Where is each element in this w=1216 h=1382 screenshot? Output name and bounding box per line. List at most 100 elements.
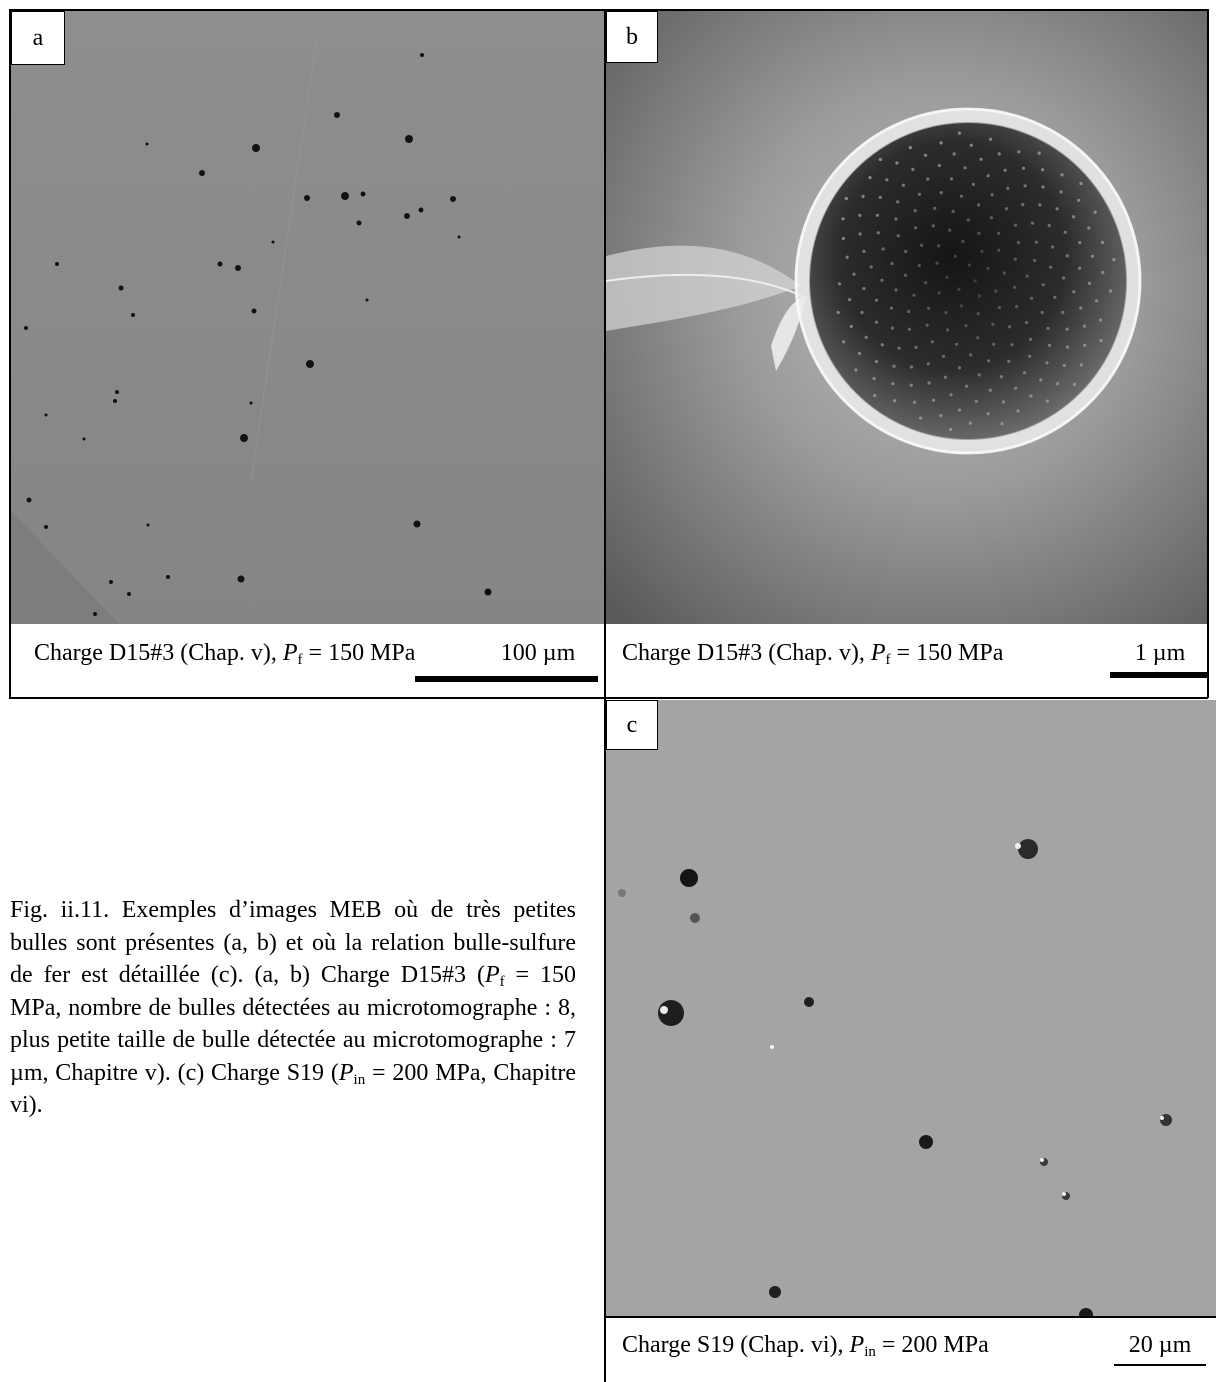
pore [1051, 245, 1055, 249]
pore [1072, 290, 1076, 294]
pore [1030, 296, 1034, 300]
pore [690, 913, 700, 923]
pore [413, 520, 421, 528]
scale-label-a: 100 µm [500, 640, 576, 666]
pore [964, 384, 969, 388]
pore [914, 345, 918, 349]
figure-caption: Fig. ii.11. Exemples d’images MEB où de … [10, 897, 576, 1118]
pore [304, 195, 310, 201]
pore [939, 191, 943, 195]
sem-micrograph-c [606, 700, 1216, 1316]
pore [1065, 254, 1069, 258]
pore [1079, 363, 1083, 367]
pore [1039, 378, 1043, 382]
pore [1101, 270, 1105, 275]
pore [1017, 150, 1021, 154]
pore [967, 263, 971, 267]
pore [769, 1286, 781, 1298]
pore [927, 306, 931, 310]
pore [989, 216, 994, 220]
pore [949, 177, 954, 181]
pore [948, 228, 952, 232]
pore [1065, 345, 1070, 349]
pore [957, 287, 961, 291]
pore [1087, 226, 1091, 230]
pore [1013, 223, 1018, 227]
pore [977, 373, 981, 377]
pore [1049, 265, 1053, 269]
pore [893, 399, 897, 403]
pore [949, 393, 953, 397]
pore [880, 343, 884, 347]
pore [959, 194, 963, 198]
sem-image-a: a [9, 9, 604, 624]
pore [1040, 310, 1044, 315]
pore [901, 183, 905, 187]
pore [912, 293, 916, 297]
pore [841, 236, 845, 241]
pore [927, 381, 931, 385]
pore [860, 310, 864, 315]
pore [894, 217, 898, 221]
pore [841, 217, 845, 221]
pore [1041, 168, 1045, 172]
pore [937, 244, 941, 248]
pore [977, 203, 981, 207]
pore [991, 322, 995, 326]
sem-micrograph-b [606, 11, 1208, 624]
pore [1077, 198, 1081, 202]
pore [971, 182, 975, 186]
frame-line [604, 1316, 1216, 1318]
pore [1078, 266, 1082, 270]
pore [1056, 382, 1060, 386]
pore [1093, 210, 1097, 214]
pore [418, 207, 424, 213]
pore [878, 195, 882, 199]
pore [1087, 281, 1092, 285]
pore [994, 289, 998, 293]
pore [925, 323, 929, 327]
pore [1062, 363, 1066, 368]
pore [941, 354, 946, 358]
pore [954, 342, 959, 346]
pore [857, 351, 862, 355]
pore [842, 340, 846, 344]
pore [1006, 186, 1010, 190]
pore [1112, 258, 1116, 262]
sem-micrograph-a [11, 11, 604, 624]
pore [237, 575, 245, 583]
pore [1007, 359, 1011, 363]
pore [145, 142, 149, 146]
frame-line [9, 697, 1208, 699]
sem-image-c: c [604, 700, 1216, 1316]
pore [997, 152, 1001, 156]
pore [1099, 338, 1103, 343]
pore [1063, 230, 1067, 234]
pore [804, 997, 814, 1007]
pore [1108, 289, 1113, 293]
pore [849, 324, 853, 329]
pore [979, 157, 983, 161]
pore [845, 255, 849, 259]
pore [986, 266, 990, 270]
frame-line [9, 624, 11, 698]
pore [945, 328, 950, 332]
pore [968, 421, 972, 425]
pore [861, 194, 865, 198]
pore [976, 336, 980, 340]
caption-a: Charge D15#3 (Chap. v), Pf = 150 MPa [34, 640, 416, 668]
pore [999, 375, 1003, 379]
pore [1090, 254, 1095, 258]
pore [404, 213, 410, 219]
pore [1025, 321, 1029, 325]
pore [24, 326, 28, 330]
pore [356, 220, 362, 226]
pore [1160, 1114, 1172, 1126]
caption-c: Charge S19 (Chap. vi), Pin = 200 MPa [622, 1332, 989, 1360]
caption-b: Charge D15#3 (Chap. v), Pf = 150 MPa [622, 640, 1004, 668]
pore [892, 364, 896, 368]
pore [896, 200, 900, 204]
pore [1029, 394, 1033, 398]
pore [166, 575, 170, 579]
pore [891, 382, 895, 386]
